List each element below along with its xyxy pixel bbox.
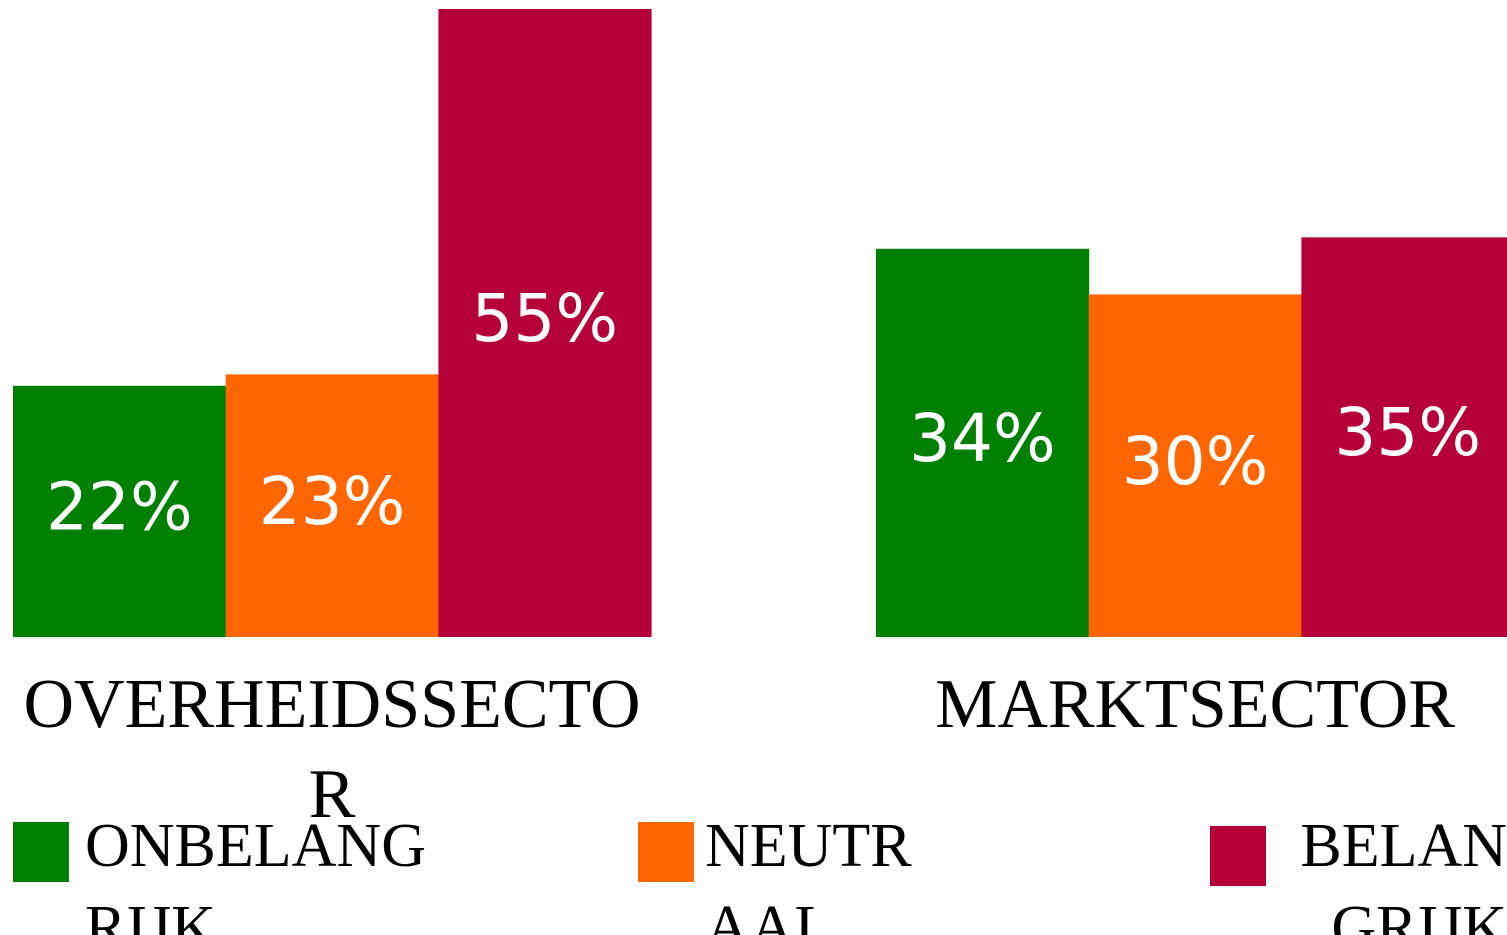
bar <box>1301 237 1507 637</box>
data-label: 35% <box>1334 394 1481 471</box>
bar <box>876 248 1090 638</box>
data-label: 22% <box>46 468 193 545</box>
bar <box>438 9 652 637</box>
data-label: 34% <box>909 400 1056 477</box>
legend-label: BELANGRIJK <box>1300 812 1507 935</box>
legend-swatch <box>1210 826 1266 886</box>
data-label: 55% <box>471 280 618 357</box>
bar <box>1088 294 1302 637</box>
legend-label: NEUTRAAL <box>705 812 912 935</box>
bar <box>13 385 227 637</box>
data-label: 23% <box>259 463 406 540</box>
legend-label: ONBELANGRIJK <box>85 812 426 935</box>
bar <box>225 374 439 637</box>
x-tick-label: OVERHEIDSSECTOR <box>23 666 641 833</box>
data-label: 30% <box>1122 423 1269 500</box>
x-tick-label: MARKTSECTOR <box>935 666 1455 743</box>
legend-swatch <box>13 822 69 882</box>
legend-swatch <box>638 822 694 882</box>
